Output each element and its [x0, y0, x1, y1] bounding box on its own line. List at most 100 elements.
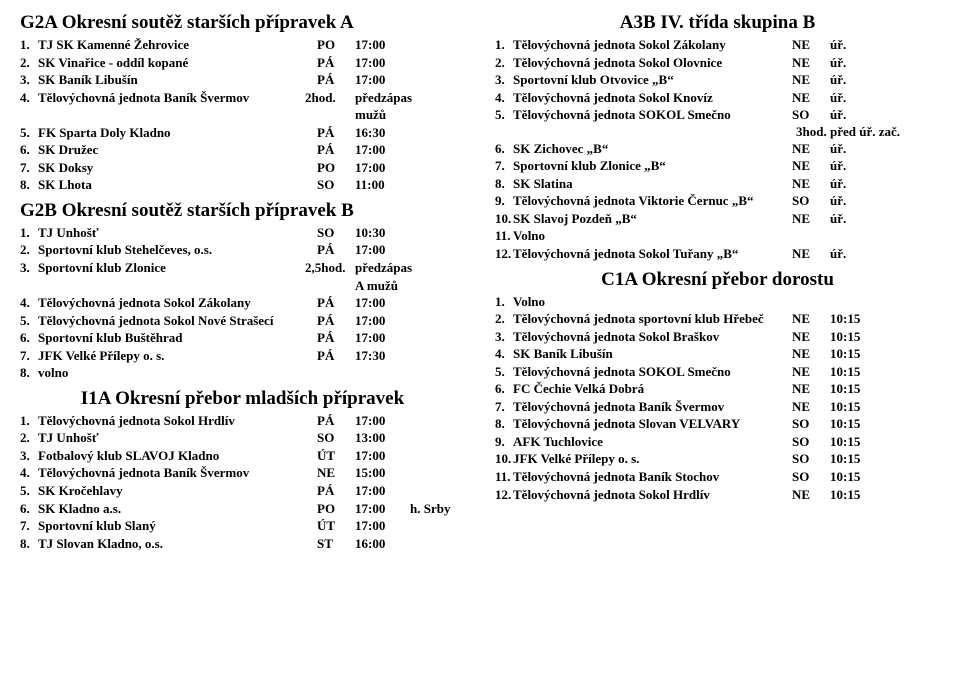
row-extra [885, 415, 940, 433]
row-time: předzápas mužů [355, 89, 410, 124]
row-name: Sportovní klub Slaný [38, 517, 317, 535]
row-extra [410, 159, 465, 177]
row-time: 17:00 [355, 241, 410, 259]
row-day: ÚT [317, 517, 355, 535]
list-row: 10.JFK Velké Přílepy o. s.SO10:15 [495, 450, 940, 468]
row-extra [885, 380, 940, 398]
row-extra [885, 71, 940, 89]
row-time: 10:15 [830, 345, 885, 363]
list-row: 1.Tělovýchovná jednota Sokol ZákolanyNEú… [495, 36, 940, 54]
row-name: Tělovýchovná jednota Baník Švermov [513, 398, 792, 416]
row-number: 2. [495, 310, 513, 328]
list-row: 7.SK DoksyPO17:00 [20, 159, 465, 177]
list-row: 12.Tělovýchovná jednota Sokol Tuřany „B“… [495, 245, 940, 263]
row-day [792, 227, 830, 245]
row-day: NE [792, 245, 830, 263]
row-number: 1. [20, 412, 38, 430]
row-day: SO [317, 176, 355, 194]
row-day: SO [792, 468, 830, 486]
row-name: Tělovýchovná jednota Sokol Braškov [513, 328, 792, 346]
list-row: 1.TJ SK Kamenné ŽehrovicePO17:00 [20, 36, 465, 54]
row-number: 5. [495, 363, 513, 381]
list-row: 2.Tělovýchovná jednota Sokol OlovniceNEú… [495, 54, 940, 72]
row-day [792, 293, 830, 311]
row-extra [410, 412, 465, 430]
list-row: 11.Tělovýchovná jednota Baník StochovSO1… [495, 468, 940, 486]
list-row: 2.SK Vinařice - oddíl kopanéPÁ17:00 [20, 54, 465, 72]
row-day: NE [792, 486, 830, 504]
row-day: NE [792, 310, 830, 328]
row-number: 6. [20, 500, 38, 518]
row-extra [410, 176, 465, 194]
list-row: 7.JFK Velké Přílepy o. s.PÁ17:30 [20, 347, 465, 365]
row-extra [410, 89, 465, 124]
list-row: 6.SK Zichovec „B“NEúř. [495, 140, 940, 158]
row-day: 2hod. [305, 89, 355, 124]
row-extra [885, 175, 940, 193]
row-number: 7. [495, 157, 513, 175]
list-row: 8.volno [20, 364, 465, 382]
list-row: 6.Sportovní klub BuštěhradPÁ17:00 [20, 329, 465, 347]
row-day: NE [317, 464, 355, 482]
row-time: 10:15 [830, 328, 885, 346]
row-extra [410, 447, 465, 465]
row-number: 7. [20, 517, 38, 535]
row-extra [885, 486, 940, 504]
row-day: PO [317, 36, 355, 54]
row-time [830, 227, 885, 245]
list-row: 2.Sportovní klub Stehelčeves, o.s.PÁ17:0… [20, 241, 465, 259]
list-row: 7.Tělovýchovná jednota Baník ŠvermovNE10… [495, 398, 940, 416]
row-name: Tělovýchovná jednota Baník Švermov [38, 89, 305, 124]
row-time: 10:15 [830, 450, 885, 468]
list-row: 3.Tělovýchovná jednota Sokol BraškovNE10… [495, 328, 940, 346]
row-extra [885, 328, 940, 346]
row-time: 11:00 [355, 176, 410, 194]
row-time: 10:15 [830, 468, 885, 486]
row-extra [885, 210, 940, 228]
list-row: 2.TJ UnhošťSO13:00 [20, 429, 465, 447]
row-name: Sportovní klub Zlonice [38, 259, 305, 294]
row-time: 13:00 [355, 429, 410, 447]
row-time: 10:15 [830, 363, 885, 381]
row-extra [410, 224, 465, 242]
row-day: 2,5hod. [305, 259, 355, 294]
row-time: 17:00 [355, 141, 410, 159]
row-time: úř. [830, 245, 885, 263]
row-name: Tělovýchovná jednota Sokol Olovnice [513, 54, 792, 72]
row-name: Tělovýchovná jednota Sokol Knovíz [513, 89, 792, 107]
row-time: 17:00 [355, 447, 410, 465]
row-day: PÁ [317, 141, 355, 159]
row-extra [410, 464, 465, 482]
row-extra [410, 71, 465, 89]
row-extra [885, 398, 940, 416]
row-extra [885, 192, 940, 210]
row-extra [410, 312, 465, 330]
row-time: 17:00 [355, 54, 410, 72]
list-row: 4.Tělovýchovná jednota Baník Švermov2hod… [20, 89, 465, 124]
row-time: 10:15 [830, 415, 885, 433]
row-name: AFK Tuchlovice [513, 433, 792, 451]
row-number: 6. [495, 140, 513, 158]
row-day: NE [792, 398, 830, 416]
row-extra [885, 54, 940, 72]
row-extra [885, 36, 940, 54]
row-number: 11. [495, 468, 513, 486]
row-time: 17:00 [355, 329, 410, 347]
row-name: Tělovýchovná jednota Viktorie Černuc „B“ [513, 192, 792, 210]
row-number: 5. [20, 482, 38, 500]
row-extra [885, 433, 940, 451]
list-row: 3.Sportovní klub Zlonice2,5hod.předzápas… [20, 259, 465, 294]
row-time: úř. [830, 106, 885, 124]
row-time: předzápas A mužů [355, 259, 410, 294]
list-row: 9. AFK TuchloviceSO10:15 [495, 433, 940, 451]
row-time: 17:00 [355, 412, 410, 430]
row-name: Tělovýchovná jednota Baník Švermov [38, 464, 317, 482]
row-day: PÁ [317, 54, 355, 72]
row-number: 2. [20, 241, 38, 259]
row-time: 17:00 [355, 500, 410, 518]
row-extra [410, 535, 465, 553]
row-extra [410, 241, 465, 259]
row-extra [885, 310, 940, 328]
row-extra [885, 89, 940, 107]
row-extra [410, 482, 465, 500]
